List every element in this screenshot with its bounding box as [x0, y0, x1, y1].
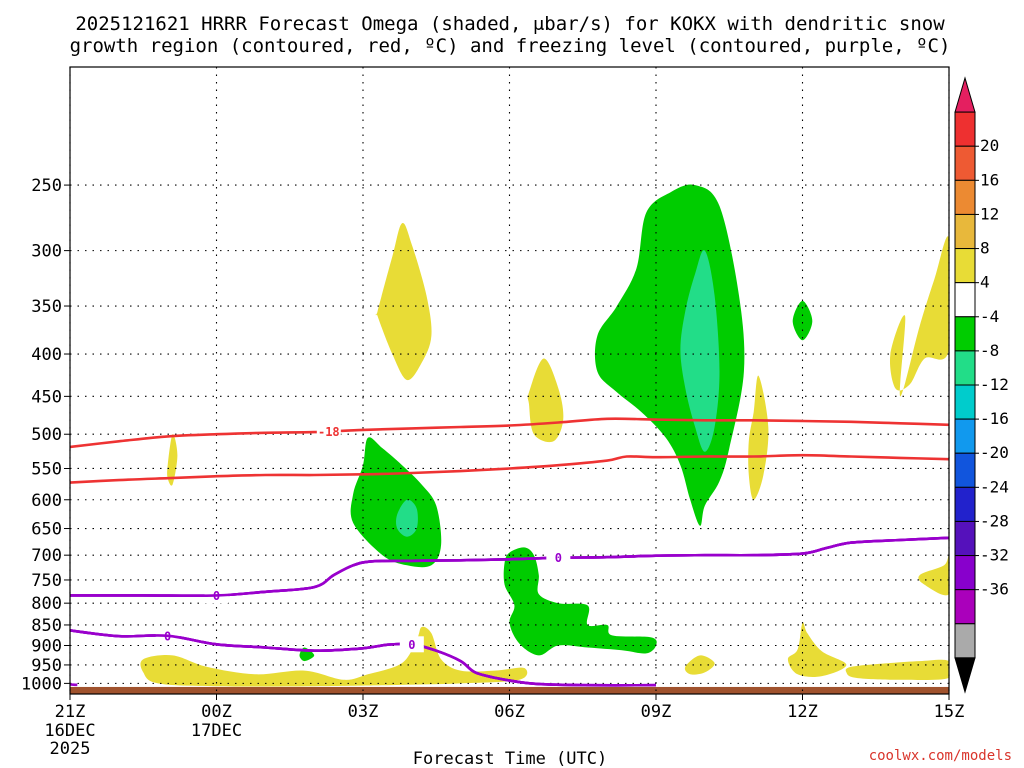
x-tick-label: 15Z: [934, 702, 965, 722]
colorbar-swatch-13: [954, 520, 976, 557]
y-tick-label: 450: [31, 387, 62, 407]
pressure-axis: 2503003504004505005506006507007508008509…: [21, 176, 70, 694]
omega-region-9: [845, 659, 949, 681]
freezing-label-contour-label: 0: [555, 551, 562, 565]
freezing-label-contour-label: 0: [408, 638, 415, 652]
omega-region-14: [792, 300, 813, 341]
omega-region-4: [890, 236, 949, 397]
colorbar-swatch-12: [954, 486, 976, 522]
colorbar-label: -32: [980, 546, 1009, 565]
colorbar-label: -8: [980, 341, 999, 360]
y-tick-label: 400: [31, 345, 62, 365]
y-tick-label: 850: [31, 616, 62, 636]
omega-shading-layer: [140, 184, 949, 687]
x-tick-date-label: 16DEC: [44, 721, 95, 741]
colorbar-label: -24: [980, 477, 1009, 496]
dgz-label-bg-0: [316, 423, 341, 440]
colorbar-swatch-1: [954, 111, 976, 147]
dgz-contour-label: -18: [318, 425, 340, 439]
omega-region-7: [684, 655, 715, 675]
colorbar-swatch-2: [954, 145, 976, 181]
omega-region-6: [140, 626, 528, 687]
omega-region-1: [527, 358, 564, 443]
y-tick-label: 750: [31, 571, 62, 591]
omega-region-0: [375, 222, 432, 381]
colorbar-label: -36: [980, 580, 1009, 599]
x-tick-label: 06Z: [494, 702, 525, 722]
colorbar: 20 16 12 8 4 -4 -8 -12 -16 -20 -24 -28 -32 -36: [954, 76, 1009, 694]
colorbar-swatch-3: [954, 179, 976, 215]
colorbar-swatch-5: [954, 248, 976, 284]
x-tick-date-label: 17DEC: [191, 721, 242, 741]
y-tick-label: 500: [31, 425, 62, 445]
y-tick-label: 800: [31, 594, 62, 614]
colorbar-swatch-11: [954, 452, 976, 488]
y-tick-label: 1000: [21, 674, 62, 694]
colorbar-label: -28: [980, 511, 1009, 530]
colorbar-label: -4: [980, 307, 999, 326]
colorbar-label: 16: [980, 170, 999, 189]
omega-region-11: [350, 437, 442, 568]
y-tick-label: 700: [31, 546, 62, 566]
chart-title-line2: growth region (contoured, red, ºC) and f…: [70, 35, 951, 57]
credit-text: coolwx.com/models: [869, 748, 1012, 764]
x-tick-label: 03Z: [348, 702, 379, 722]
omega-region-10: [594, 184, 745, 526]
freezing-label-contour-0: [70, 536, 949, 598]
omega-region-5: [918, 554, 949, 596]
colorbar-swatch-14: [954, 555, 976, 591]
colorbar-label: -16: [980, 409, 1009, 428]
colorbar-label: -20: [980, 443, 1009, 462]
x-tick-label: 00Z: [201, 702, 232, 722]
colorbar-swatch-6: [954, 282, 976, 318]
colorbar-top-triangle: [954, 76, 976, 113]
colorbar-swatch-16: [954, 623, 976, 659]
omega-region-2: [167, 434, 178, 486]
y-tick-label: 600: [31, 491, 62, 511]
freezing-label-label-bg-1: [399, 636, 424, 653]
omega-region-16: [396, 499, 418, 537]
colorbar-label: 4: [980, 273, 990, 292]
y-tick-label: 300: [31, 242, 62, 262]
x-tick-label: 12Z: [787, 702, 818, 722]
omega-region-3: [748, 375, 769, 500]
dgz-contour-0: [70, 417, 949, 449]
x-tick-label: 09Z: [641, 702, 672, 722]
colorbar-swatch-15: [954, 589, 976, 625]
colorbar-label: 12: [980, 204, 999, 223]
colorbar-bottom-triangle: [954, 657, 976, 694]
y-tick-label: 950: [31, 656, 62, 676]
x-tick-year-label: 2025: [50, 739, 91, 759]
colorbar-swatch-4: [954, 213, 976, 250]
omega-region-8: [787, 622, 847, 677]
y-tick-label: 550: [31, 459, 62, 479]
chart-title-line1: 2025121621 HRRR Forecast Omega (shaded, …: [75, 13, 945, 35]
dgz-contour-1: [70, 453, 949, 484]
x-tick-label: 21Z: [55, 702, 86, 722]
y-tick-label: 350: [31, 297, 62, 317]
y-tick-label: 900: [31, 637, 62, 657]
omega-region-12: [503, 547, 657, 656]
freezing-label-label-bg-0: [546, 549, 571, 566]
colorbar-swatch-8: [954, 350, 976, 386]
y-tick-label: 250: [31, 176, 62, 196]
colorbar-swatch-10: [954, 418, 976, 454]
colorbar-label: -12: [980, 375, 1009, 394]
colorbar-swatch-7: [954, 316, 976, 352]
colorbar-swatch-9: [954, 384, 976, 420]
colorbar-label: 8: [980, 239, 990, 258]
colorbar-label: 20: [980, 136, 999, 155]
gridlines: [69, 67, 950, 694]
x-axis-label: Forecast Time (UTC): [413, 749, 607, 768]
omega-region-15: [680, 250, 720, 452]
y-tick-label: 650: [31, 520, 62, 540]
